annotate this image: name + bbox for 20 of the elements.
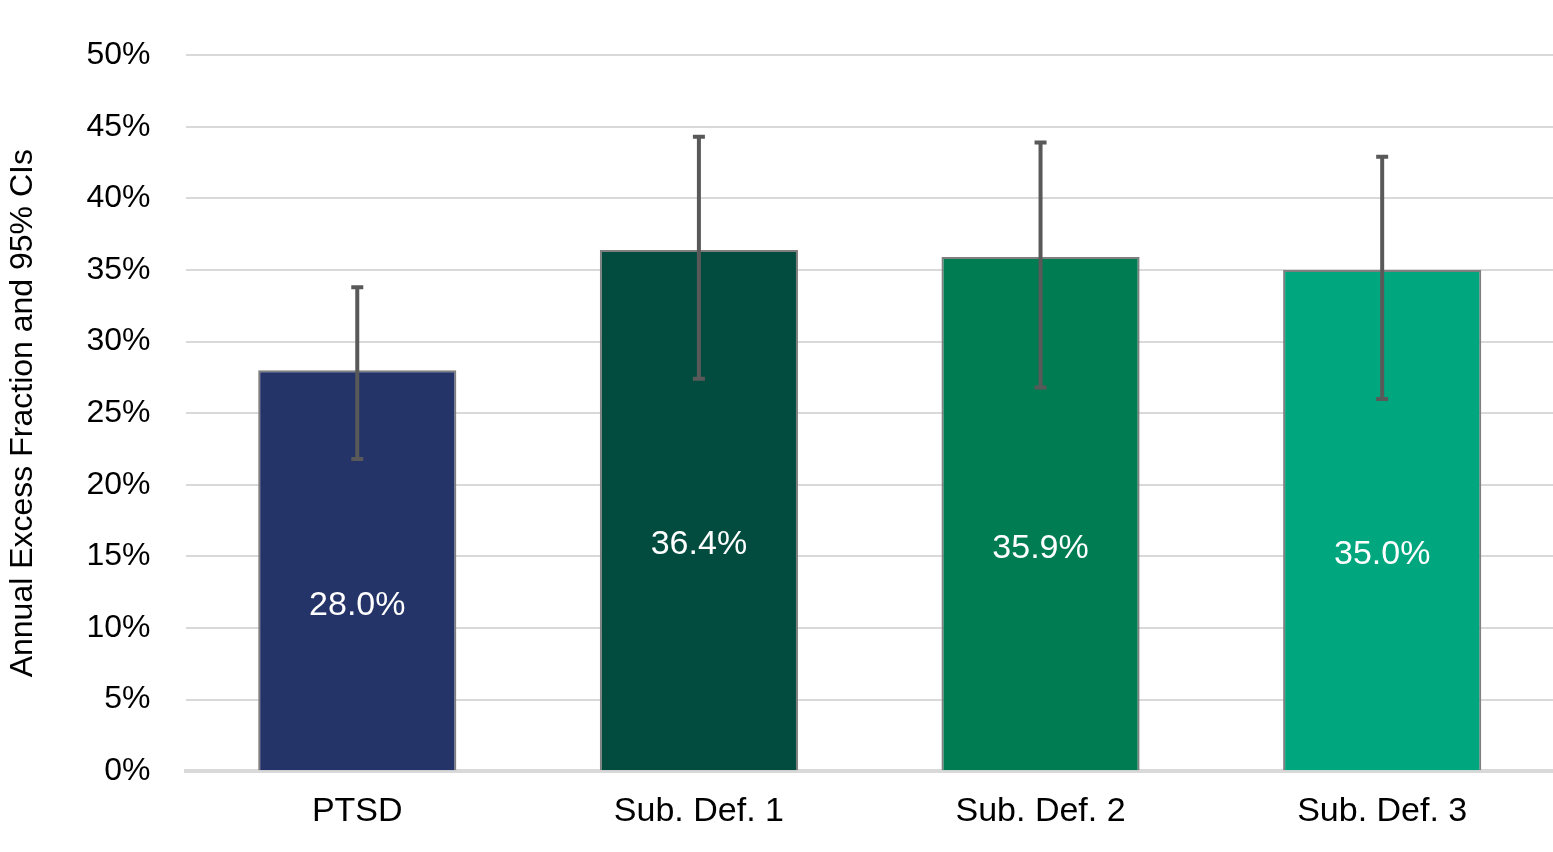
x-tick-label: Sub. Def. 1	[613, 789, 784, 828]
y-tick-label: 5%	[104, 679, 151, 716]
data-label: 35.9%	[992, 527, 1089, 566]
y-tick-label: 40%	[86, 178, 151, 215]
x-tick-label: Sub. Def. 3	[1297, 789, 1468, 828]
y-tick-label: 45%	[86, 106, 151, 143]
data-label: 36.4%	[650, 523, 748, 562]
data-label: 35.0%	[1333, 533, 1431, 572]
y-tick-label: 30%	[86, 321, 151, 358]
y-tick-label: 15%	[86, 536, 151, 573]
y-tick-label: 25%	[86, 393, 151, 430]
data-label: 28.0%	[309, 583, 406, 622]
y-axis-title: Annual Excess Fraction and 95% CIs	[3, 149, 40, 678]
y-tick-label: 35%	[86, 249, 151, 286]
x-tick-label: PTSD	[311, 789, 403, 828]
y-tick-label: 50%	[86, 35, 151, 72]
y-tick-label: 10%	[86, 607, 151, 644]
y-tick-label: 20%	[86, 464, 151, 501]
y-tick-label: 0%	[104, 751, 151, 788]
x-tick-label: Sub. Def. 2	[955, 789, 1126, 828]
